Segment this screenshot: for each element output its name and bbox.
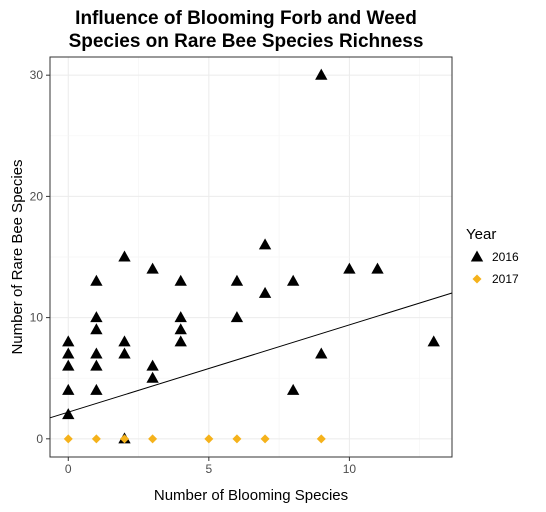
data-point-2016 xyxy=(118,250,131,262)
y-tick-label: 20 xyxy=(30,189,44,203)
data-point-2016 xyxy=(90,383,103,395)
y-tick-label: 10 xyxy=(30,311,44,325)
x-axis-title: Number of Blooming Species xyxy=(154,487,348,504)
data-point-2016 xyxy=(230,274,244,286)
data-point-2016 xyxy=(174,274,187,286)
data-point-2016 xyxy=(230,311,244,323)
legend-title: Year xyxy=(466,226,496,243)
x-tick-label: 0 xyxy=(65,462,72,476)
data-point-2016 xyxy=(62,347,75,359)
y-tick-label: 30 xyxy=(30,68,44,82)
data-point-2016 xyxy=(315,347,328,359)
data-point-2016 xyxy=(90,274,103,286)
data-point-2017 xyxy=(316,434,326,444)
data-point-2016 xyxy=(146,371,159,383)
data-point-2016 xyxy=(146,359,159,371)
data-point-2016 xyxy=(258,238,272,250)
plot-panel-border xyxy=(49,56,453,458)
legend-symbol-2016 xyxy=(470,250,484,262)
legend-symbol-2017 xyxy=(472,274,482,284)
data-point-2016 xyxy=(90,347,103,359)
axes: 0 5 10 0 10 20 30 xyxy=(30,68,357,476)
data-point-2017 xyxy=(91,434,101,444)
legend: Year 2016 2017 xyxy=(466,226,519,289)
data-point-2016 xyxy=(90,323,103,335)
chart-title-line-2: Species on Rare Bee Species Richness xyxy=(69,31,424,52)
chart-title-line-1: Influence of Blooming Forb and Weed xyxy=(75,8,417,29)
data-point-2016 xyxy=(286,383,300,395)
data-point-2016 xyxy=(62,335,75,347)
data-point-2016 xyxy=(371,262,384,274)
data-point-2017 xyxy=(119,434,129,444)
legend-label-2017: 2017 xyxy=(492,272,519,286)
legend-label-2016: 2016 xyxy=(492,250,519,264)
trendline-group xyxy=(49,292,453,419)
data-point-2016 xyxy=(427,335,440,347)
y-axis-title: Number of Rare Bee Species xyxy=(9,159,26,354)
trendline xyxy=(49,292,453,419)
data-point-2016 xyxy=(174,311,187,323)
x-tick-label: 5 xyxy=(205,462,212,476)
data-points xyxy=(62,68,440,444)
data-point-2017 xyxy=(63,434,73,444)
data-point-2016 xyxy=(258,286,272,298)
data-point-2017 xyxy=(204,434,214,444)
y-tick-label: 0 xyxy=(36,432,43,446)
data-point-2016 xyxy=(174,323,187,335)
data-point-2016 xyxy=(90,359,103,371)
x-tick-label: 10 xyxy=(343,462,357,476)
data-point-2017 xyxy=(232,434,242,444)
grid xyxy=(50,57,452,457)
data-point-2017 xyxy=(148,434,158,444)
data-point-2016 xyxy=(62,359,75,371)
data-point-2016 xyxy=(118,335,131,347)
data-point-2016 xyxy=(315,68,328,80)
data-point-2016 xyxy=(146,262,159,274)
data-point-2016 xyxy=(343,262,356,274)
data-point-2017 xyxy=(260,434,270,444)
data-point-2016 xyxy=(62,383,75,395)
data-point-2016 xyxy=(174,335,187,347)
data-point-2016 xyxy=(118,347,131,359)
data-point-2016 xyxy=(286,274,300,286)
data-point-2016 xyxy=(62,408,75,420)
data-point-2016 xyxy=(90,311,103,323)
